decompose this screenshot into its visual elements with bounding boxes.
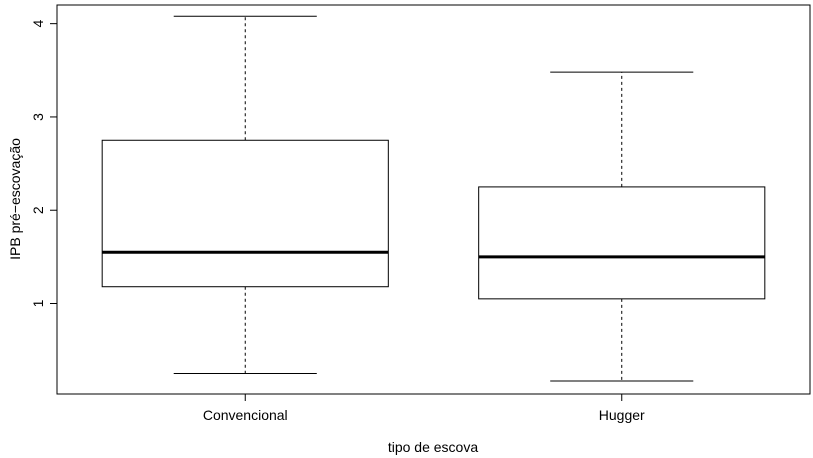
y-tick-label: 4 xyxy=(30,20,46,28)
box-group xyxy=(101,15,389,374)
y-tick-label: 3 xyxy=(30,113,46,121)
y-axis-label: IPB pré−escovação xyxy=(7,138,23,260)
x-axis-label: tipo de escova xyxy=(388,439,478,455)
x-tick-label: Hugger xyxy=(599,407,645,423)
y-tick-label: 2 xyxy=(30,206,46,214)
iqr-box xyxy=(101,139,389,288)
x-axis: Convencional Hugger xyxy=(203,393,645,423)
y-axis: 1 2 3 4 xyxy=(30,20,58,307)
y-tick-label: 1 xyxy=(30,299,46,307)
box-group xyxy=(478,71,766,382)
iqr-box xyxy=(478,186,766,300)
boxes-group xyxy=(101,15,766,382)
x-tick-label: Convencional xyxy=(203,407,288,423)
